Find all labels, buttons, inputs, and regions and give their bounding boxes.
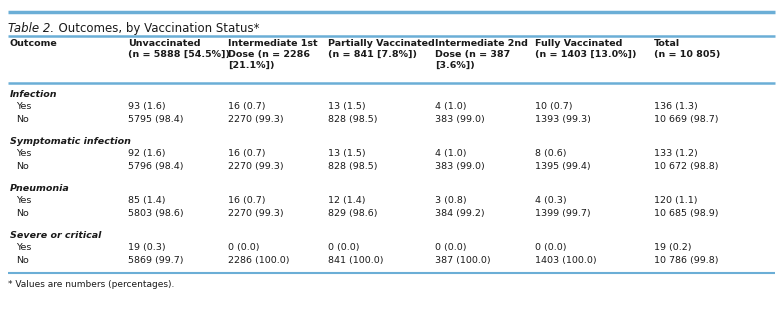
Text: Severe or critical: Severe or critical (10, 231, 102, 240)
Text: 829 (98.6): 829 (98.6) (328, 209, 378, 218)
Text: 13 (1.5): 13 (1.5) (328, 102, 366, 111)
Text: 10 672 (98.8): 10 672 (98.8) (654, 162, 719, 171)
Text: Outcomes, by Vaccination Status*: Outcomes, by Vaccination Status* (51, 22, 260, 35)
Text: 384 (99.2): 384 (99.2) (435, 209, 485, 218)
Text: 0 (0.0): 0 (0.0) (328, 243, 360, 252)
Text: 383 (99.0): 383 (99.0) (435, 162, 485, 171)
Text: 92 (1.6): 92 (1.6) (128, 149, 166, 158)
Text: 10 786 (99.8): 10 786 (99.8) (654, 256, 719, 265)
Text: 2286 (100.0): 2286 (100.0) (228, 256, 289, 265)
Text: 4 (0.3): 4 (0.3) (535, 196, 567, 205)
Text: No: No (16, 209, 29, 218)
Text: 0 (0.0): 0 (0.0) (435, 243, 467, 252)
Text: 133 (1.2): 133 (1.2) (654, 149, 698, 158)
Text: 93 (1.6): 93 (1.6) (128, 102, 166, 111)
Text: 1399 (99.7): 1399 (99.7) (535, 209, 590, 218)
Text: Yes: Yes (16, 149, 31, 158)
Text: No: No (16, 256, 29, 265)
Text: 12 (1.4): 12 (1.4) (328, 196, 365, 205)
Text: 1403 (100.0): 1403 (100.0) (535, 256, 597, 265)
Text: 4 (1.0): 4 (1.0) (435, 102, 467, 111)
Text: 387 (100.0): 387 (100.0) (435, 256, 490, 265)
Text: 2270 (99.3): 2270 (99.3) (228, 209, 284, 218)
Text: 383 (99.0): 383 (99.0) (435, 115, 485, 124)
Text: 5796 (98.4): 5796 (98.4) (128, 162, 184, 171)
Text: 4 (1.0): 4 (1.0) (435, 149, 467, 158)
Text: 5795 (98.4): 5795 (98.4) (128, 115, 184, 124)
Text: 10 (0.7): 10 (0.7) (535, 102, 572, 111)
Text: Pneumonia: Pneumonia (10, 184, 70, 193)
Text: Yes: Yes (16, 102, 31, 111)
Text: 19 (0.3): 19 (0.3) (128, 243, 166, 252)
Text: Total
(n = 10 805): Total (n = 10 805) (654, 39, 720, 59)
Text: Intermediate 2nd
Dose (n = 387
[3.6%]): Intermediate 2nd Dose (n = 387 [3.6%]) (435, 39, 528, 70)
Text: Yes: Yes (16, 243, 31, 252)
Text: 16 (0.7): 16 (0.7) (228, 102, 266, 111)
Text: 0 (0.0): 0 (0.0) (535, 243, 566, 252)
Text: 120 (1.1): 120 (1.1) (654, 196, 698, 205)
Text: 136 (1.3): 136 (1.3) (654, 102, 698, 111)
Text: 828 (98.5): 828 (98.5) (328, 162, 378, 171)
Text: No: No (16, 115, 29, 124)
Text: Infection: Infection (10, 90, 58, 99)
Text: * Values are numbers (percentages).: * Values are numbers (percentages). (8, 280, 174, 289)
Text: Fully Vaccinated
(n = 1403 [13.0%]): Fully Vaccinated (n = 1403 [13.0%]) (535, 39, 637, 59)
Text: 2270 (99.3): 2270 (99.3) (228, 162, 284, 171)
Text: Partially Vaccinated
(n = 841 [7.8%]): Partially Vaccinated (n = 841 [7.8%]) (328, 39, 435, 59)
Text: 16 (0.7): 16 (0.7) (228, 149, 266, 158)
Text: 1393 (99.3): 1393 (99.3) (535, 115, 591, 124)
Text: 3 (0.8): 3 (0.8) (435, 196, 467, 205)
Text: 0 (0.0): 0 (0.0) (228, 243, 260, 252)
Text: 16 (0.7): 16 (0.7) (228, 196, 266, 205)
Text: 10 685 (98.9): 10 685 (98.9) (654, 209, 719, 218)
Text: Table 2.: Table 2. (8, 22, 54, 35)
Text: 2270 (99.3): 2270 (99.3) (228, 115, 284, 124)
Text: 10 669 (98.7): 10 669 (98.7) (654, 115, 719, 124)
Text: 828 (98.5): 828 (98.5) (328, 115, 378, 124)
Text: Intermediate 1st
Dose (n = 2286
[21.1%]): Intermediate 1st Dose (n = 2286 [21.1%]) (228, 39, 317, 70)
Text: 85 (1.4): 85 (1.4) (128, 196, 166, 205)
Text: Symptomatic infection: Symptomatic infection (10, 137, 131, 146)
Text: 5869 (99.7): 5869 (99.7) (128, 256, 184, 265)
Text: 8 (0.6): 8 (0.6) (535, 149, 566, 158)
Text: 19 (0.2): 19 (0.2) (654, 243, 691, 252)
Text: 1395 (99.4): 1395 (99.4) (535, 162, 590, 171)
Text: 13 (1.5): 13 (1.5) (328, 149, 366, 158)
Text: Yes: Yes (16, 196, 31, 205)
Text: 841 (100.0): 841 (100.0) (328, 256, 383, 265)
Text: Outcome: Outcome (10, 39, 58, 48)
Text: Unvaccinated
(n = 5888 [54.5%]): Unvaccinated (n = 5888 [54.5%]) (128, 39, 230, 59)
Text: No: No (16, 162, 29, 171)
Text: 5803 (98.6): 5803 (98.6) (128, 209, 184, 218)
